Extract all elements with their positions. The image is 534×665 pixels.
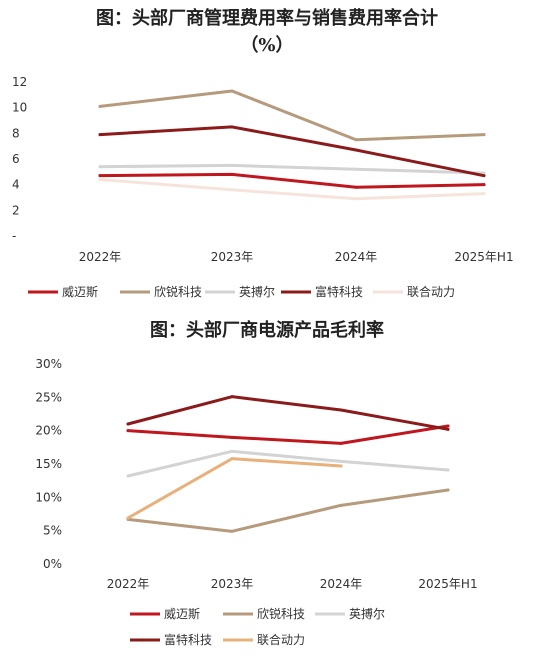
chart2-ytick-label: 20% <box>35 424 62 438</box>
chart2-ytick-label: 5% <box>43 524 62 538</box>
chart2-series-line-3 <box>126 395 450 431</box>
chart1-ytick-label: 6 <box>12 152 20 166</box>
chart2-series-line-2 <box>126 449 450 478</box>
chart1-data-point <box>98 133 102 137</box>
chart2-data-point <box>339 464 343 468</box>
chart1-series-line-1 <box>98 89 486 142</box>
chart2-data-point <box>126 474 130 478</box>
chart1-data-point <box>230 125 234 129</box>
chart2-legend-label: 威迈斯 <box>164 607 200 621</box>
chart2-data-point <box>339 408 343 412</box>
chart2-data-point <box>230 457 234 461</box>
chart2-legend-label: 富特科技 <box>164 632 212 647</box>
chart1-series-line-3 <box>98 125 486 178</box>
chart2-xtick-label: 2024年 <box>320 577 363 591</box>
chart2-data-point <box>339 441 343 445</box>
chart2-xtick-label: 2022年 <box>107 577 150 591</box>
chart1-legend-label: 富特科技 <box>315 284 363 299</box>
chart2-legend-label: 联合动力 <box>257 632 305 647</box>
chart1-xtick-label: 2025年H1 <box>454 250 513 264</box>
chart1-data-point <box>482 192 486 196</box>
chart1-ytick-label: 10 <box>12 101 27 115</box>
chart1-ytick-label: 12 <box>12 75 27 89</box>
chart1-data-point <box>98 165 102 169</box>
chart2-xtick-label: 2023年 <box>211 577 254 591</box>
chart2-series-line-1 <box>126 488 450 533</box>
chart2-data-point <box>230 435 234 439</box>
chart1-data-point <box>354 167 358 171</box>
chart2-data-point <box>126 429 130 433</box>
chart1-series-line-4 <box>98 178 486 201</box>
chart2-ytick-label: 30% <box>35 357 62 371</box>
chart1-series-line-2 <box>98 163 486 175</box>
chart1-data-point <box>230 163 234 167</box>
chart1-legend-label: 联合动力 <box>407 284 455 299</box>
chart1-data-point <box>98 178 102 182</box>
chart1-data-point <box>230 89 234 93</box>
chart1-data-point <box>230 188 234 192</box>
chart2-data-point <box>230 529 234 533</box>
chart1-xtick-label: 2022年 <box>79 250 122 264</box>
chart1-legend-label: 欣锐科技 <box>154 285 202 299</box>
chart1-title: 图：头部厂商管理费用率与销售费用率合计 <box>96 8 438 29</box>
chart1-data-point <box>354 148 358 152</box>
chart2-data-point <box>446 488 450 492</box>
chart2-ytick-label: 25% <box>35 390 62 404</box>
chart2-data-point <box>126 516 130 520</box>
chart2-ytick-label: 0% <box>43 557 62 571</box>
chart1-data-point <box>482 171 486 175</box>
chart1-data-point <box>98 174 102 178</box>
chart2-data-point <box>339 503 343 507</box>
chart1-data-point <box>482 174 486 178</box>
chart2-data-point <box>339 459 343 463</box>
chart2-legend-label: 欣锐科技 <box>257 607 305 621</box>
chart2-data-point <box>230 395 234 399</box>
chart1-xtick-label: 2023年 <box>211 250 254 264</box>
chart1-data-point <box>482 183 486 187</box>
chart1-ytick-label: 8 <box>12 126 20 140</box>
chart1-legend-label: 威迈斯 <box>62 285 98 299</box>
chart2-data-point <box>126 422 130 426</box>
chart1-data-point <box>230 172 234 176</box>
chart2-data-point <box>446 424 450 428</box>
chart1-data-point <box>354 197 358 201</box>
chart2-data-point <box>446 427 450 431</box>
chart2-data-point <box>230 449 234 453</box>
chart2-data-point <box>446 468 450 472</box>
chart1-data-point <box>354 138 358 142</box>
chart1-data-point <box>354 185 358 189</box>
chart1-ytick-label: 4 <box>12 178 20 192</box>
chart1-data-point <box>98 104 102 108</box>
chart2-series-line-0 <box>126 424 450 445</box>
chart1-ytick-label: - <box>12 229 16 243</box>
chart1-xtick-label: 2024年 <box>335 250 378 264</box>
chart2-legend-label: 英搏尔 <box>349 606 385 621</box>
chart2-ytick-label: 15% <box>35 457 62 471</box>
chart2-title: 图：头部厂商电源产品毛利率 <box>150 320 384 341</box>
chart2-ytick-label: 10% <box>35 490 62 504</box>
chart1-subtitle: （%） <box>240 35 294 56</box>
chart1-data-point <box>482 133 486 137</box>
chart1-ytick-label: 2 <box>12 203 20 217</box>
chart2-xtick-label: 2025年H1 <box>418 577 477 591</box>
chart1-series-line-0 <box>98 172 486 189</box>
chart1-legend-label: 英搏尔 <box>239 284 275 299</box>
